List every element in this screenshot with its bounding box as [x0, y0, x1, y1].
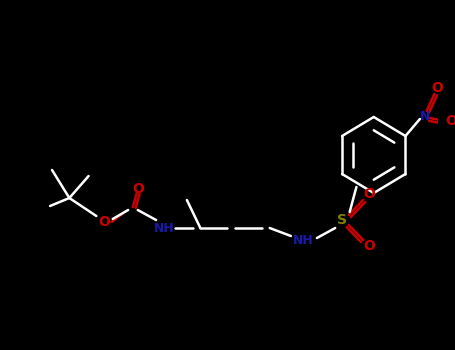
- Text: N: N: [420, 110, 430, 122]
- Text: O: O: [98, 215, 110, 229]
- Text: S: S: [337, 213, 347, 227]
- Text: O: O: [446, 114, 455, 128]
- Text: NH: NH: [153, 222, 174, 235]
- Text: O: O: [363, 187, 375, 201]
- Text: O: O: [431, 81, 443, 95]
- Text: O: O: [363, 239, 375, 253]
- Text: O: O: [132, 182, 144, 196]
- Text: NH: NH: [293, 233, 314, 246]
